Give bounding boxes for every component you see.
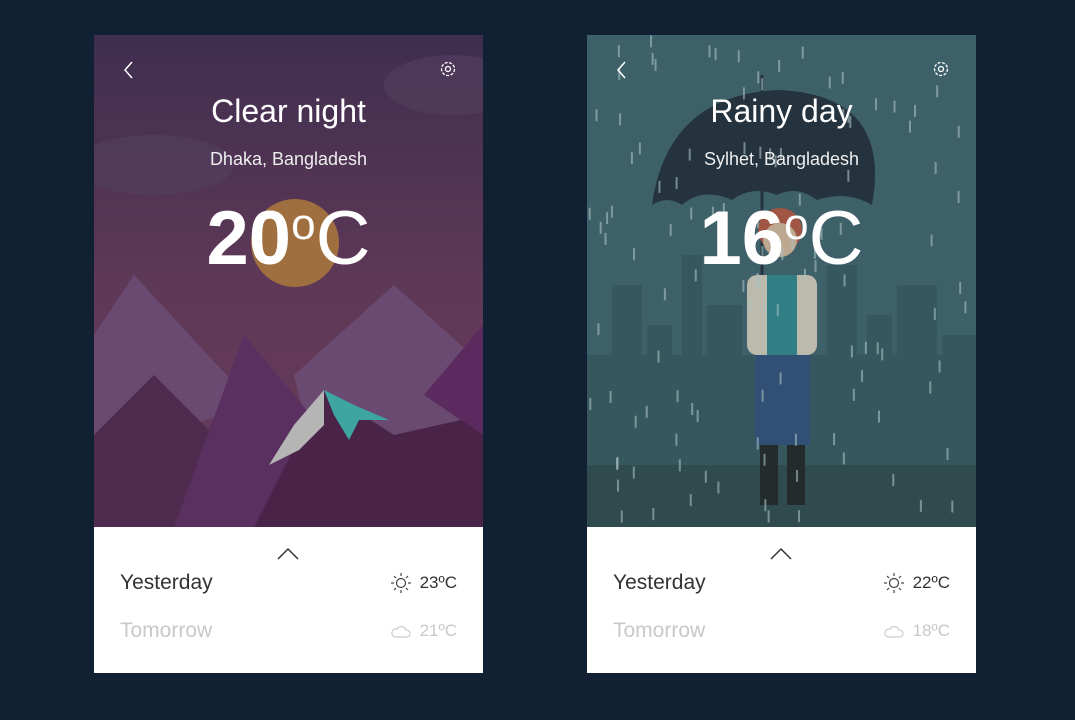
night-illustration — [94, 35, 483, 527]
forecast-day: Yesterday — [613, 571, 706, 594]
forecast-panel: Yesterday 23ºC Tomorrow 21ºC — [94, 527, 483, 673]
forecast-row-tomorrow[interactable]: Tomorrow 18ºC — [613, 619, 950, 643]
settings-gear-icon[interactable] — [931, 59, 951, 79]
current-temperature: 20oC — [94, 201, 483, 277]
rain-scene: Rainy day Sylhet, Bangladesh 16oC — [587, 35, 976, 527]
temp-unit: C — [315, 196, 371, 281]
settings-gear-icon[interactable] — [438, 59, 458, 79]
sun-icon — [883, 573, 904, 593]
location-label: Dhaka, Bangladesh — [209, 149, 368, 169]
condition-title: Clear night — [211, 93, 366, 129]
forecast-day: Tomorrow — [120, 619, 213, 642]
back-arrow-icon[interactable] — [120, 59, 138, 81]
weather-card-sylhet: Rainy day Sylhet, Bangladesh 16oC Yester… — [587, 35, 976, 673]
forecast-temp: 22ºC — [912, 573, 950, 592]
forecast-day: Tomorrow — [613, 619, 706, 642]
degree-sign: o — [784, 200, 809, 249]
forecast-temp: 18ºC — [912, 621, 950, 640]
night-scene: Clear night Dhaka, Bangladesh 20oC — [94, 35, 483, 527]
chevron-up-icon[interactable] — [769, 547, 793, 561]
temp-value: 20 — [206, 196, 292, 281]
back-arrow-icon[interactable] — [613, 59, 631, 81]
current-temperature: 16oC — [587, 201, 976, 277]
temp-unit: C — [808, 196, 864, 281]
forecast-temp: 21ºC — [419, 621, 457, 640]
degree-sign: o — [291, 200, 316, 249]
weather-card-dhaka: Clear night Dhaka, Bangladesh 20oC Yeste… — [94, 35, 483, 673]
cloud-icon — [390, 626, 411, 638]
forecast-row-yesterday[interactable]: Yesterday 22ºC — [613, 571, 950, 595]
chevron-up-icon[interactable] — [276, 547, 300, 561]
temp-value: 16 — [699, 196, 785, 281]
forecast-panel: Yesterday 22ºC Tomorrow 18ºC — [587, 527, 976, 673]
forecast-temp: 23ºC — [419, 573, 457, 592]
sun-icon — [390, 573, 411, 593]
rain-illustration — [587, 35, 976, 527]
forecast-row-tomorrow[interactable]: Tomorrow 21ºC — [120, 619, 457, 643]
condition-title: Rainy day — [710, 93, 853, 129]
cloud-icon — [883, 626, 904, 638]
forecast-day: Yesterday — [120, 571, 213, 594]
forecast-row-yesterday[interactable]: Yesterday 23ºC — [120, 571, 457, 595]
location-label: Sylhet, Bangladesh — [703, 149, 860, 169]
